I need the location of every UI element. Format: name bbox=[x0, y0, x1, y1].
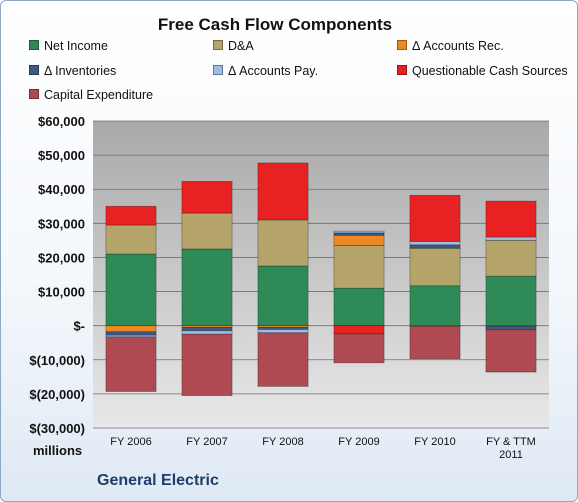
legend-label: Δ Inventories bbox=[44, 64, 117, 78]
bar-inventories-fy-2006 bbox=[105, 331, 157, 336]
y-tick-label: $(10,000) bbox=[29, 353, 85, 368]
bar-net-income-fy-2010 bbox=[409, 285, 461, 327]
bar-net-income-fy-ttm-2011 bbox=[485, 275, 537, 327]
bar-capital-expenditure-fy-ttm-2011 bbox=[485, 329, 537, 373]
legend-item-inventories: Δ Inventories bbox=[29, 64, 116, 78]
x-tick-label: FY 2006 bbox=[110, 436, 151, 448]
legend-swatch bbox=[29, 89, 39, 99]
x-tick-label: FY & TTM 2011 bbox=[486, 436, 536, 461]
y-tick-label: $(20,000) bbox=[29, 387, 85, 402]
bar-net-income-fy-2006 bbox=[105, 253, 157, 327]
bar-capital-expenditure-fy-2006 bbox=[105, 336, 157, 392]
legend-swatch bbox=[397, 40, 407, 50]
legend-label: Net Income bbox=[44, 39, 108, 53]
bar-questionable-cash-sources-fy-ttm-2011 bbox=[485, 200, 537, 238]
bar-capital-expenditure-fy-2007 bbox=[181, 333, 233, 396]
bar-d-a-fy-2010 bbox=[409, 247, 461, 287]
y-tick-label: $40,000 bbox=[38, 182, 85, 197]
y-tick-label: $10,000 bbox=[38, 285, 85, 300]
legend-swatch bbox=[213, 65, 223, 75]
bar-d-a-fy-2007 bbox=[181, 212, 233, 250]
legend-label: Questionable Cash Sources bbox=[412, 64, 568, 78]
y-tick-label: $(30,000) bbox=[29, 421, 85, 436]
x-tick-label: FY 2010 bbox=[414, 436, 455, 448]
bar-inventories-fy-2010 bbox=[409, 244, 461, 249]
y-tick-label: $30,000 bbox=[38, 216, 85, 231]
bar-questionable-cash-sources-fy-2008 bbox=[257, 162, 309, 221]
bar-questionable-cash-sources-fy-2006 bbox=[105, 205, 157, 226]
legend-item-questionable-cash-sources: Questionable Cash Sources bbox=[397, 64, 568, 78]
bar-d-a-fy-ttm-2011 bbox=[485, 239, 537, 277]
bar-capital-expenditure-fy-2008 bbox=[257, 332, 309, 387]
bar-accounts-pay-fy-2009 bbox=[333, 230, 385, 234]
bar-net-income-fy-2009 bbox=[333, 287, 385, 327]
chart-title: Free Cash Flow Components bbox=[157, 15, 393, 34]
legend-label: Capital Expenditure bbox=[44, 88, 154, 102]
bar-accounts-pay-fy-2008 bbox=[257, 329, 309, 334]
x-tick-label: FY 2009 bbox=[338, 436, 379, 448]
units-label: millions bbox=[33, 443, 83, 458]
bar-d-a-fy-2008 bbox=[257, 219, 309, 267]
legend-item-capital-expenditure: Capital Expenditure bbox=[29, 88, 153, 102]
legend-item-accounts-rec: Δ Accounts Rec. bbox=[397, 39, 504, 53]
legend-label: Δ Accounts Pay. bbox=[228, 64, 319, 78]
legend-label: Δ Accounts Rec. bbox=[412, 39, 504, 53]
bar-d-a-fy-2009 bbox=[333, 245, 385, 289]
bar-inventories-fy-ttm-2011 bbox=[485, 325, 537, 331]
bar-inventories-fy-2007 bbox=[181, 326, 233, 332]
y-tick-label: $- bbox=[73, 319, 85, 334]
legend-item-net-income: Net Income bbox=[29, 39, 108, 53]
legend-label: D&A bbox=[228, 39, 254, 53]
legend-swatch bbox=[29, 40, 39, 50]
company-name: General Electric bbox=[97, 472, 219, 489]
bar-questionable-cash-sources-fy-2007 bbox=[181, 180, 233, 214]
bar-d-a-fy-2006 bbox=[105, 224, 157, 255]
legend-swatch bbox=[397, 65, 407, 75]
y-tick-label: $50,000 bbox=[38, 148, 85, 163]
legend-item-accounts-pay: Δ Accounts Pay. bbox=[213, 64, 318, 78]
bar-questionable-cash-sources-fy-2009 bbox=[333, 325, 385, 335]
legend-swatch bbox=[213, 40, 223, 50]
bar-accounts-pay-fy-ttm-2011 bbox=[485, 236, 537, 241]
y-tick-label: $20,000 bbox=[38, 250, 85, 265]
legend-item-d-a: D&A bbox=[213, 39, 254, 53]
bar-accounts-pay-fy-2010 bbox=[409, 241, 461, 246]
plot-area bbox=[93, 121, 549, 428]
bar-capital-expenditure-fy-2009 bbox=[333, 333, 385, 364]
x-tick-label: FY 2007 bbox=[186, 436, 227, 448]
bar-net-income-fy-2007 bbox=[181, 248, 233, 327]
bar-capital-expenditure-fy-2010 bbox=[409, 325, 461, 360]
bar-accounts-rec-fy-2009 bbox=[333, 234, 385, 246]
bar-net-income-fy-2008 bbox=[257, 265, 309, 327]
x-tick-label: FY 2008 bbox=[262, 436, 303, 448]
bar-accounts-rec-fy-2006 bbox=[105, 325, 157, 333]
bar-accounts-pay-fy-2007 bbox=[181, 330, 233, 335]
y-tick-label: $60,000 bbox=[38, 114, 85, 129]
bar-questionable-cash-sources-fy-2010 bbox=[409, 194, 461, 242]
legend-swatch bbox=[29, 65, 39, 75]
